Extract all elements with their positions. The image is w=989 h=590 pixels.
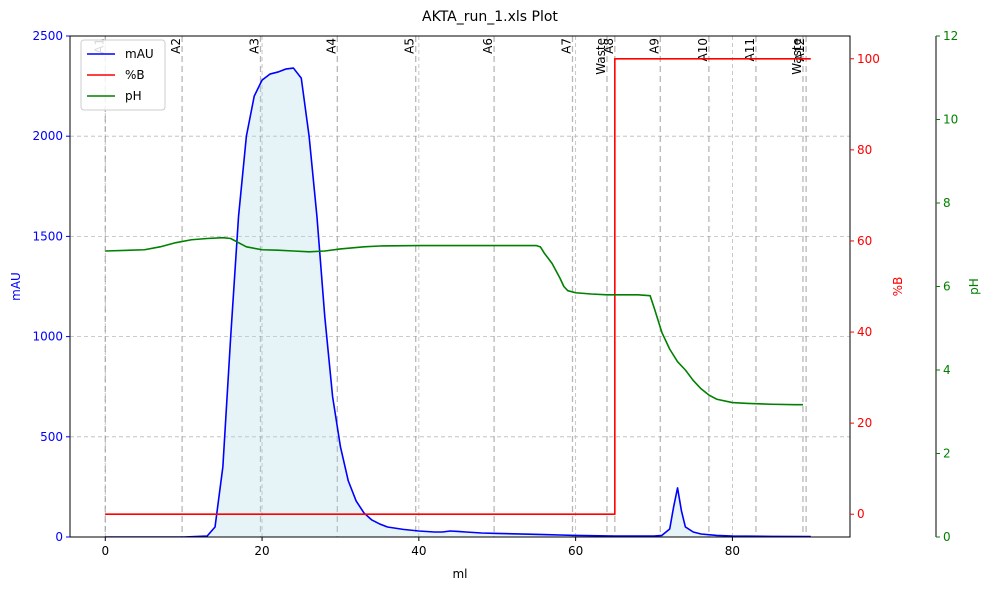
chart-title: AKTA_run_1.xls Plot (422, 9, 558, 25)
left-y-tick-label: 1500 (32, 229, 63, 243)
fraction-label: A5 (403, 38, 417, 54)
legend-box (80, 39, 166, 111)
left-y-tick-label: 0 (55, 530, 63, 544)
axes-layer: 0 20 40 60 8005001000150020002500mAU02040608… (9, 29, 981, 558)
grid-layer (70, 36, 850, 537)
x-tick-label: 80 (725, 544, 740, 558)
fraction-label: A6 (481, 38, 495, 54)
right-y-tick-label: 40 (857, 325, 872, 339)
right-y-tick-label: 100 (857, 52, 880, 66)
left-axis-label: mAU (9, 272, 23, 301)
fraction-label: A11 (743, 38, 757, 61)
legend-label: mAU (125, 47, 154, 61)
far_right-y-tick-label: 6 (943, 280, 951, 294)
plot-frame (69, 35, 851, 538)
far_right-y-tick-label: 8 (943, 196, 951, 210)
fraction-label: A3 (247, 38, 261, 54)
far_right-y-tick-label: 12 (943, 29, 958, 43)
right-y-tick-label: 0 (857, 507, 865, 521)
fraction-label: A9 (647, 38, 661, 54)
fraction-label: A2 (169, 38, 183, 54)
legend-label: pH (125, 89, 142, 103)
fraction-layer: A1A2A3A4A5A6A7WasteA8A9A10A11WasteA12 (92, 36, 807, 537)
x-axis-label: ml (452, 567, 467, 581)
x-tick-label: 20 (254, 544, 269, 558)
far_right-y-tick-label: 10 (943, 113, 958, 127)
x-tick-label: 60 (568, 544, 583, 558)
far_right-y-tick-label: 2 (943, 447, 951, 461)
right-axis-label: %B (891, 277, 905, 297)
left-y-tick-label: 500 (40, 430, 63, 444)
fraction-label: A10 (696, 38, 710, 61)
x-tick-label: 0 (101, 544, 109, 558)
right-y-tick-label: 20 (857, 416, 872, 430)
series-line-mAU (105, 67, 811, 537)
fraction-label: A7 (559, 38, 573, 54)
fraction-label: Waste (594, 38, 608, 75)
right-y-tick-label: 80 (857, 143, 872, 157)
x-tick-label: 40 (411, 544, 426, 558)
right-y-tick-label: 60 (857, 234, 872, 248)
far_right-y-tick-label: 0 (943, 530, 951, 544)
series-line-%B (105, 57, 811, 516)
left-y-tick-label: 2500 (32, 29, 63, 43)
left-y-tick-label: 1000 (32, 330, 63, 344)
fraction-label: A12 (793, 38, 807, 61)
legend: mAU %B pH (80, 39, 166, 111)
far_right-axis-label: pH (967, 278, 981, 295)
series-layer (105, 57, 811, 537)
left-y-tick-label: 2000 (32, 129, 63, 143)
fraction-label: A4 (324, 38, 338, 54)
series-line-pH (105, 236, 803, 406)
fraction-label: A8 (602, 38, 616, 54)
fraction-label: Waste (790, 38, 804, 75)
legend-label: %B (125, 68, 145, 82)
far_right-y-tick-label: 4 (943, 363, 951, 377)
series-fill-mAU (105, 68, 811, 537)
